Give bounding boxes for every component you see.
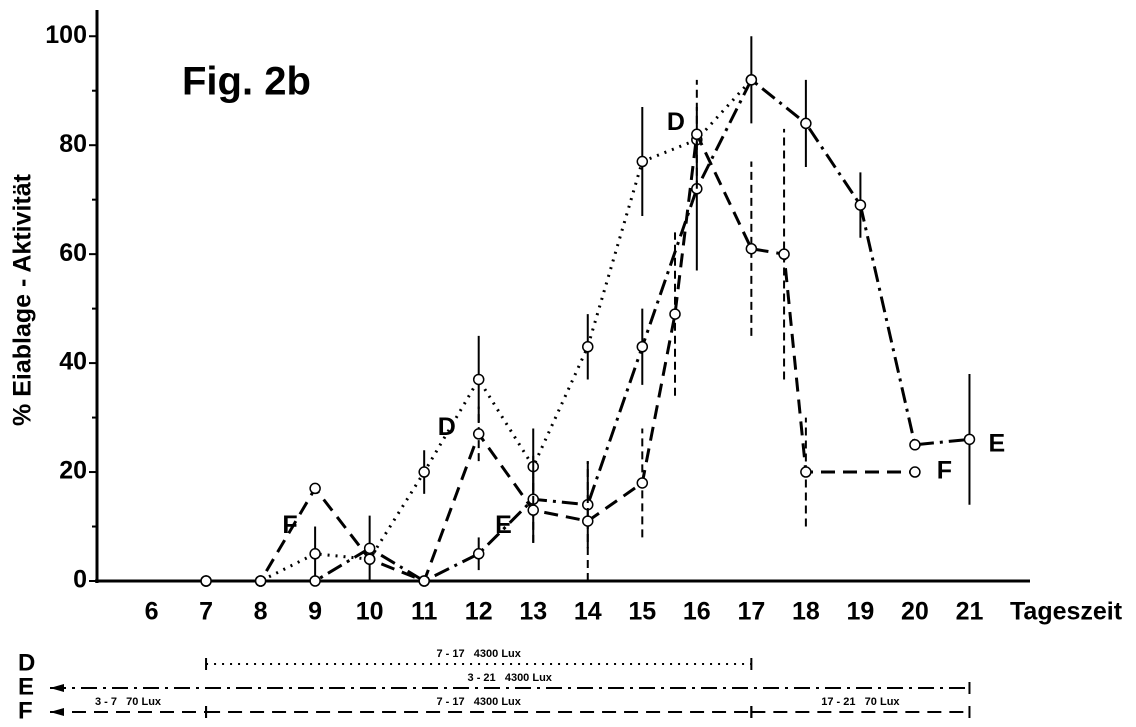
x-tick-label: 14 bbox=[574, 598, 602, 626]
data-point bbox=[472, 548, 485, 560]
x-tick-label: 10 bbox=[356, 598, 384, 626]
series-label: D bbox=[438, 413, 456, 441]
schedule-arrow bbox=[50, 684, 64, 692]
data-point bbox=[582, 515, 594, 527]
y-tick-label: 40 bbox=[59, 348, 87, 376]
schedule-series-label: D bbox=[18, 649, 35, 676]
data-point bbox=[745, 74, 758, 86]
data-point bbox=[778, 248, 790, 260]
data-point bbox=[527, 504, 539, 516]
data-point bbox=[636, 155, 649, 168]
y-tick-label: 60 bbox=[59, 239, 87, 267]
data-point bbox=[309, 482, 321, 495]
schedule-arrow bbox=[50, 708, 64, 716]
x-tick-label: 17 bbox=[737, 598, 765, 626]
x-tick-label: 9 bbox=[308, 598, 322, 626]
x-axis-label: Tageszeit bbox=[1010, 598, 1123, 626]
x-tick-label: 20 bbox=[901, 598, 929, 626]
series-line bbox=[206, 77, 970, 583]
series-label: E bbox=[989, 429, 1006, 457]
x-tick-label: 12 bbox=[465, 598, 493, 626]
series-label: E bbox=[495, 511, 512, 539]
data-point bbox=[669, 308, 681, 320]
data-point bbox=[691, 128, 703, 141]
data-point bbox=[254, 575, 267, 587]
data-point bbox=[418, 575, 430, 587]
data-point bbox=[745, 242, 758, 255]
schedule-label: 7 - 17 4300 Lux bbox=[437, 696, 522, 708]
data-point bbox=[963, 433, 976, 446]
data-point bbox=[800, 117, 812, 130]
x-tick-label: 18 bbox=[792, 598, 820, 626]
y-tick-label: 20 bbox=[59, 457, 87, 485]
data-point bbox=[909, 439, 921, 451]
schedule-series-label: F bbox=[18, 697, 33, 724]
data-point bbox=[200, 575, 212, 587]
schedule-label: 3 - 7 70 Lux bbox=[95, 696, 162, 708]
y-axis-label: % Eiablage - Aktivität bbox=[9, 173, 37, 426]
data-point bbox=[363, 542, 376, 555]
data-point bbox=[309, 548, 321, 560]
data-point bbox=[800, 466, 812, 478]
data-point bbox=[909, 466, 921, 478]
x-tick-label: 11 bbox=[411, 598, 438, 626]
data-point bbox=[472, 373, 485, 386]
schedule-series-label: E bbox=[18, 673, 34, 700]
data-point bbox=[854, 199, 867, 211]
schedule-label: 3 - 21 4300 Lux bbox=[468, 672, 553, 684]
schedule-label: 17 - 21 70 Lux bbox=[821, 696, 900, 708]
y-tick-label: 100 bbox=[45, 21, 87, 49]
series-line bbox=[206, 128, 915, 583]
data-point bbox=[309, 575, 321, 587]
data-point bbox=[636, 477, 649, 489]
x-tick-label: 6 bbox=[145, 598, 159, 626]
chart-title: Fig. 2b bbox=[182, 60, 311, 104]
data-point bbox=[363, 553, 376, 565]
schedule-label: 7 - 17 4300 Lux bbox=[437, 648, 522, 660]
x-tick-label: 13 bbox=[519, 598, 547, 626]
x-tick-label: 19 bbox=[847, 598, 875, 626]
y-tick-label: 80 bbox=[59, 130, 87, 158]
x-tick-label: 8 bbox=[254, 598, 268, 626]
series-label: F bbox=[937, 457, 952, 485]
x-tick-label: 7 bbox=[199, 598, 213, 626]
data-point bbox=[582, 341, 594, 353]
x-tick-label: 21 bbox=[956, 598, 984, 626]
series-label: D bbox=[667, 108, 685, 136]
series-label: F bbox=[282, 511, 297, 539]
data-point bbox=[418, 466, 430, 478]
y-tick-label: 0 bbox=[73, 566, 87, 594]
data-point bbox=[636, 341, 649, 353]
x-tick-label: 15 bbox=[628, 598, 656, 626]
data-point bbox=[472, 428, 485, 440]
x-tick-label: 16 bbox=[683, 598, 711, 626]
series-line bbox=[206, 78, 753, 583]
